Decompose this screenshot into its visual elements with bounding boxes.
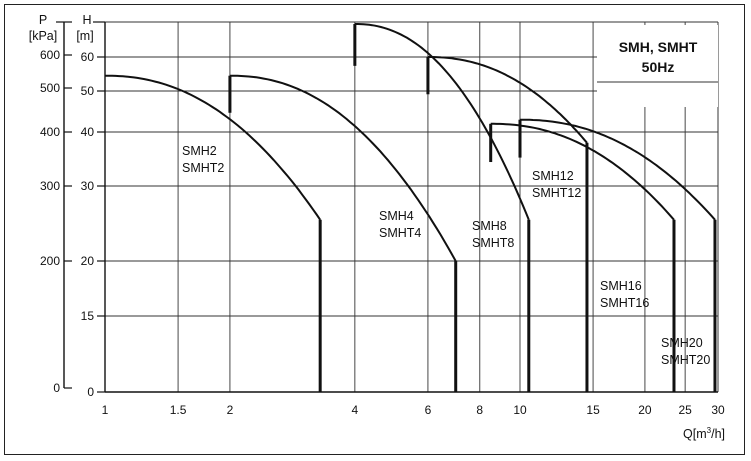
h-tick-label: 50 <box>81 84 95 98</box>
legend-box <box>597 25 718 107</box>
curve-label: SMH2 <box>182 144 217 158</box>
curve-label: SMHT16 <box>600 296 649 310</box>
x-tick-label: 25 <box>678 403 692 417</box>
x-tick-label: 20 <box>638 403 652 417</box>
p-tick-label: 500 <box>40 81 60 95</box>
x-tick-label: 4 <box>352 403 359 417</box>
h-tick-label: 60 <box>81 50 95 64</box>
curve-label: SMH20 <box>661 336 703 350</box>
h-tick-label: 20 <box>81 254 95 268</box>
curve-smh20 <box>520 118 716 221</box>
curve-label: SMH16 <box>600 279 642 293</box>
x-tick-label: 1.5 <box>170 403 187 417</box>
h-axis-unit: [m] <box>76 29 93 43</box>
curve-label: SMHT20 <box>661 353 710 367</box>
chart-title: SMH, SMHT <box>619 39 698 55</box>
x-tick-label: 2 <box>227 403 234 417</box>
curve-label: SMH12 <box>532 169 574 183</box>
curve-label: SMH8 <box>472 219 507 233</box>
x-tick-label: 8 <box>476 403 483 417</box>
p-tick-label: 600 <box>40 48 60 62</box>
curve-smh4 <box>229 74 457 262</box>
x-tick-label: 15 <box>586 403 600 417</box>
chart-frame <box>4 4 745 455</box>
h-tick-label: 40 <box>81 125 95 139</box>
x-tick-label: 30 <box>711 403 725 417</box>
curve-smh2 <box>105 74 322 221</box>
curve-label: SMH4 <box>379 209 414 223</box>
chart-subtitle: 50Hz <box>642 59 675 75</box>
x-tick-label: 6 <box>425 403 432 417</box>
x-axis-label: Q[m3/h] <box>683 426 725 441</box>
h-tick-label: 0 <box>87 385 94 399</box>
h-tick-label: 30 <box>81 179 95 193</box>
x-tick-label: 1 <box>102 403 109 417</box>
curve-label: SMHT4 <box>379 226 421 240</box>
p-axis-unit: [kPa] <box>29 29 58 43</box>
p-tick-label: 200 <box>40 254 60 268</box>
h-axis-symbol: H <box>82 13 91 27</box>
x-tick-label: 10 <box>513 403 527 417</box>
p-tick-label: 0 <box>53 381 60 395</box>
curve-label: SMHT12 <box>532 186 581 200</box>
axes <box>56 21 718 393</box>
curve-label: SMHT8 <box>472 236 514 250</box>
p-axis-symbol: P <box>39 13 47 27</box>
p-tick-label: 400 <box>40 125 60 139</box>
curves <box>105 23 717 392</box>
p-tick-label: 300 <box>40 179 60 193</box>
curve-label: SMHT2 <box>182 161 224 175</box>
curve-smh12 <box>427 56 588 144</box>
h-tick-label: 15 <box>81 309 95 323</box>
curve-smh8 <box>354 23 530 221</box>
labels: 1 1.5 2 4 6 8 10 15 20 25 300152030405060020030040… <box>40 48 725 417</box>
